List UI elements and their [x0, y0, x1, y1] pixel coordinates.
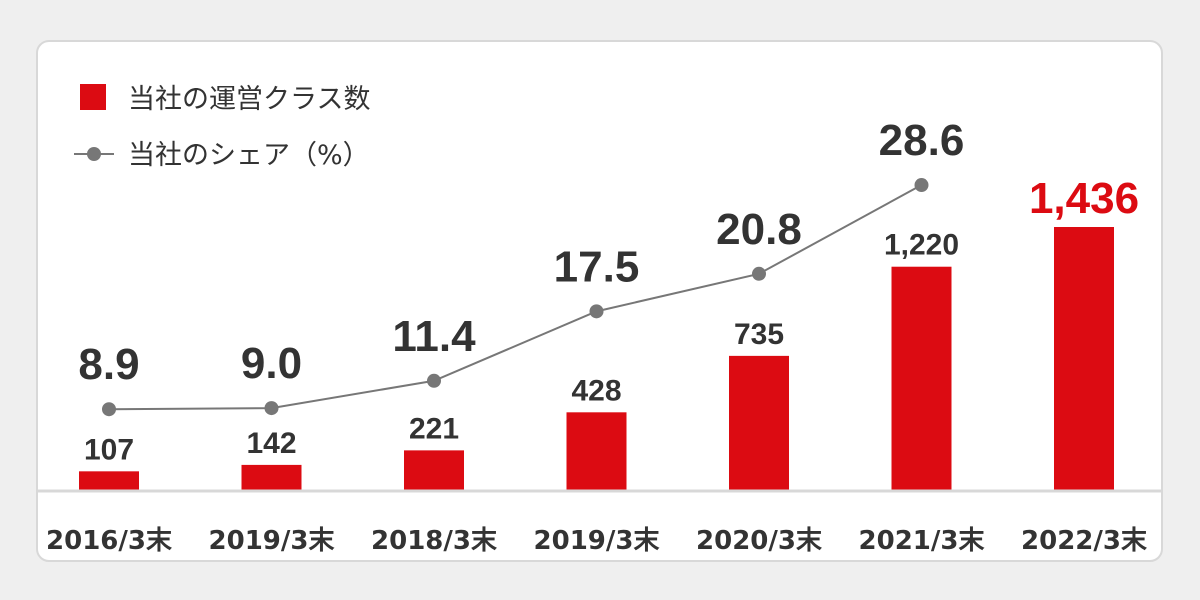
share-value-label: 8.9: [78, 340, 139, 389]
share-marker: [264, 401, 279, 416]
share-marker: [427, 373, 441, 388]
bar-value-label: 1,220: [884, 229, 959, 262]
legend-bar-swatch: [80, 84, 106, 110]
bar: [79, 471, 139, 491]
share-marker: [102, 402, 116, 417]
bar-value-label: 1,436: [1029, 174, 1139, 223]
bar: [241, 464, 302, 491]
x-axis-ticks: 2016/3末 2019/3末 2018/3末 2019/3末 2020/3末 2021/…: [46, 526, 1148, 556]
bar-value-label: 142: [246, 427, 296, 460]
x-tick-label: 2021/3末: [859, 526, 986, 556]
share-line: [108, 184, 922, 411]
x-tick-label: 2020/3末: [696, 526, 823, 556]
legend: 当社の運営クラス数 当社のシェア（%）: [74, 84, 370, 171]
bar-value-label: 221: [409, 412, 459, 445]
bar: [1054, 227, 1114, 491]
share-value-label: 9.0: [241, 339, 302, 388]
bar: [566, 412, 627, 491]
share-value-label: 17.5: [554, 242, 640, 291]
bar-series: [79, 227, 1114, 491]
bar-value-label: 428: [571, 374, 621, 407]
x-tick-label: 2018/3末: [371, 526, 498, 556]
bar: [404, 450, 464, 491]
x-tick-label: 2016/3末: [46, 526, 173, 556]
share-marker: [752, 266, 766, 281]
legend-marker-swatch: [87, 147, 101, 161]
legend-line-label: 当社のシェア（%）: [128, 140, 370, 171]
share-value-label: 11.4: [392, 312, 476, 361]
legend-bar-label: 当社の運営クラス数: [128, 84, 370, 115]
share-value-label: 20.8: [716, 205, 802, 254]
line-series: [102, 178, 929, 417]
data-labels: 107 142 221 428 735 1,220 1,436 8.9 9.0 11.4 17.5 2…: [78, 116, 1139, 466]
x-tick-label: 2019/3末: [534, 526, 661, 556]
chart-panel: [36, 40, 1163, 562]
bar: [729, 355, 789, 491]
x-tick-label: 2022/3末: [1021, 526, 1148, 556]
share-marker: [914, 178, 929, 193]
bar-value-label: 735: [734, 318, 784, 351]
x-tick-label: 2019/3末: [209, 526, 336, 556]
bar: [891, 266, 952, 491]
bar-value-label: 107: [84, 433, 134, 466]
share-value-label: 28.6: [879, 116, 965, 165]
share-marker: [589, 304, 604, 319]
